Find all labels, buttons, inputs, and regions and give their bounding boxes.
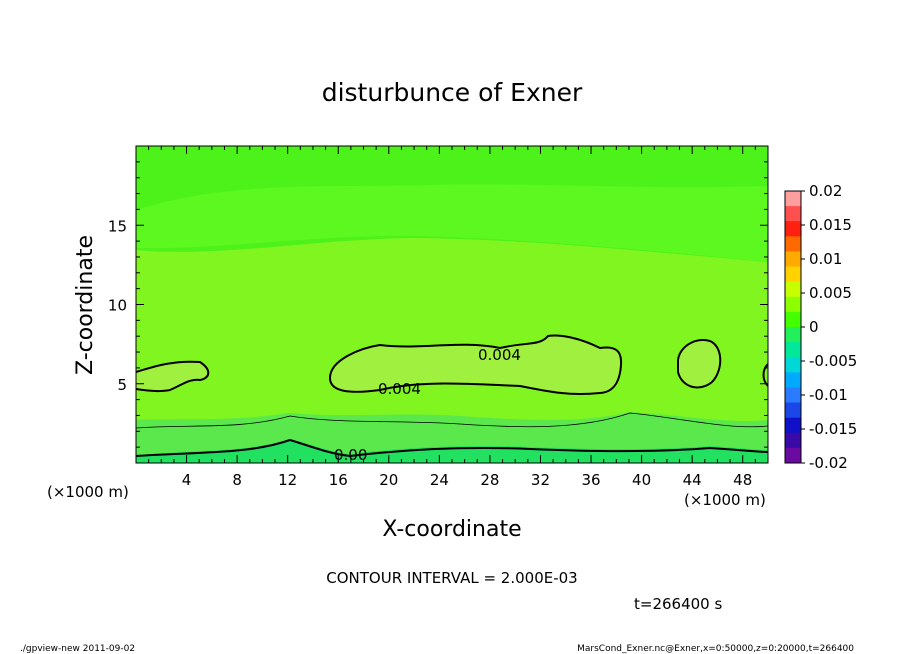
colorbar-swatch — [785, 447, 801, 464]
colorbar-tick-label: 0.015 — [809, 216, 852, 234]
colorbar-tick-label: 0.01 — [809, 250, 842, 268]
colorbar-swatch — [785, 402, 801, 419]
plot-area: 0.004 0.004 0.00 — [136, 146, 768, 464]
x-tick-label: 48 — [733, 471, 752, 489]
field-blob-right — [678, 340, 721, 388]
x-tick-label: 24 — [430, 471, 449, 489]
contour-lines — [136, 334, 768, 458]
contour-line-upper — [136, 412, 768, 429]
time-label: t=266400 s — [634, 595, 722, 613]
colorbar-swatch — [785, 387, 801, 404]
colorbar-swatch — [785, 372, 801, 388]
x-unit-left: (×1000 m) — [47, 483, 129, 501]
contour-line-edge-right — [762, 363, 768, 387]
contour-line-zero — [136, 438, 768, 458]
x-axis-label: X-coordinate — [382, 517, 521, 542]
colorbar-swatch — [785, 266, 801, 283]
colorbar-swatch — [785, 251, 801, 268]
colorbar-swatch — [785, 327, 801, 343]
colorbar-swatch — [785, 191, 801, 207]
contour-line-blob-center — [328, 334, 623, 395]
x-unit-right: (×1000 m) — [684, 491, 766, 509]
colorbar-swatch — [785, 296, 801, 313]
x-tick-label: 44 — [683, 471, 702, 489]
x-tick-label: 4 — [182, 471, 192, 489]
colorbar-swatch — [785, 221, 801, 237]
colorbar-swatch — [785, 342, 801, 358]
colorbar-tick-label: -0.01 — [809, 386, 848, 404]
footer-right: MarsCond_Exner.nc@Exner,x=0:50000,z=0:20… — [577, 644, 854, 654]
x-tick-label: 8 — [232, 471, 242, 489]
x-tick-label: 16 — [329, 471, 348, 489]
y-axis: 5 10 15 — [108, 145, 768, 464]
field-blob-left — [136, 361, 209, 392]
y-axis-label: Z-coordinate — [73, 235, 98, 375]
colorbar-tick-label: 0.02 — [809, 182, 842, 200]
footer-left: ./gpview-new 2011-09-02 — [20, 644, 135, 654]
contour-line-blob-left — [136, 360, 210, 393]
x-tick-label: 36 — [581, 471, 600, 489]
x-tick-label: 28 — [480, 471, 499, 489]
colorbar-tick-label: 0 — [809, 318, 819, 336]
field-upper-band — [136, 184, 768, 262]
contour-label-1: 0.004 — [478, 346, 521, 364]
colorbar-swatch — [785, 417, 801, 434]
y-tick-label: 15 — [108, 217, 127, 235]
colorbar-swatch — [785, 281, 801, 298]
contour-line-blob-right — [677, 339, 722, 389]
x-tick-label: 40 — [632, 471, 651, 489]
contour-interval: CONTOUR INTERVAL = 2.000E-03 — [326, 569, 577, 587]
y-tick-label: 10 — [108, 297, 127, 315]
y-tick-label: 5 — [117, 376, 127, 394]
contour-label-3: 0.00 — [334, 446, 367, 464]
field-bottom-band — [136, 439, 768, 463]
colorbar-swatch — [785, 236, 801, 252]
colorbar-tick-label: -0.02 — [809, 454, 848, 472]
x-tick-label: 12 — [278, 471, 297, 489]
colorbar-tick-label: 0.005 — [809, 284, 852, 302]
colorbar-swatch — [785, 357, 801, 373]
x-axis: 4 8 12 16 20 24 28 32 36 40 44 48 — [135, 146, 769, 489]
colorbar-tick-label: -0.005 — [809, 352, 857, 370]
colorbar-tick-label: -0.015 — [809, 420, 857, 438]
colorbar-swatch — [785, 311, 801, 328]
colorbar-swatch — [785, 206, 801, 222]
x-tick-label: 32 — [531, 471, 550, 489]
contour-label-2: 0.004 — [378, 380, 421, 398]
field-blob-center — [330, 335, 622, 395]
colorbar-swatch — [785, 432, 801, 449]
x-tick-label: 20 — [379, 471, 398, 489]
colorbar: 0.02 0.015 0.01 0.005 0 -0.005 -0.01 -0.015 -0.0… — [784, 182, 857, 472]
chart-title: disturbunce of Exner — [322, 78, 583, 107]
